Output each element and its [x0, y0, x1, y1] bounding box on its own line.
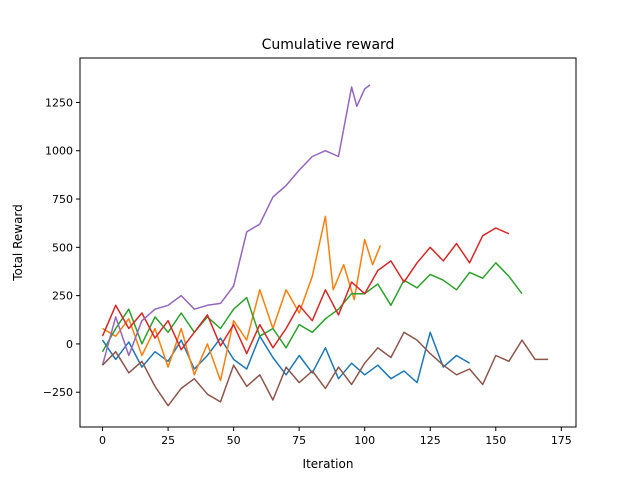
x-tick-label: 125 — [420, 434, 441, 447]
x-tick-label: 175 — [551, 434, 572, 447]
x-axis-label: Iteration — [303, 457, 354, 471]
series-line-6 — [101, 331, 549, 407]
x-tick-label: 25 — [161, 434, 175, 447]
axes-frame — [79, 57, 577, 428]
y-axis: −250 0 250 500 750 1000 1250 — [43, 96, 80, 399]
y-axis-label: Total Reward — [11, 204, 25, 282]
y-tick-label: 1250 — [45, 96, 73, 109]
x-axis: 0 25 50 75 100 125 150 175 — [99, 427, 572, 447]
y-tick-label: 500 — [52, 241, 73, 254]
y-tick-label: −250 — [43, 386, 73, 399]
y-tick-label: 250 — [52, 290, 73, 303]
series-line-1 — [101, 331, 470, 384]
chart-title: Cumulative reward — [262, 37, 395, 53]
series-line-5 — [101, 84, 371, 366]
y-tick-label: 0 — [66, 338, 73, 351]
series-line-3 — [101, 262, 523, 353]
series-line-4 — [101, 227, 510, 355]
y-tick-label: 1000 — [45, 145, 73, 158]
x-tick-label: 150 — [485, 434, 506, 447]
x-tick-label: 0 — [99, 434, 106, 447]
plot-area — [101, 84, 549, 407]
y-tick-label: 750 — [52, 193, 73, 206]
x-tick-label: 100 — [354, 434, 375, 447]
x-tick-label: 50 — [227, 434, 241, 447]
x-tick-label: 75 — [292, 434, 306, 447]
